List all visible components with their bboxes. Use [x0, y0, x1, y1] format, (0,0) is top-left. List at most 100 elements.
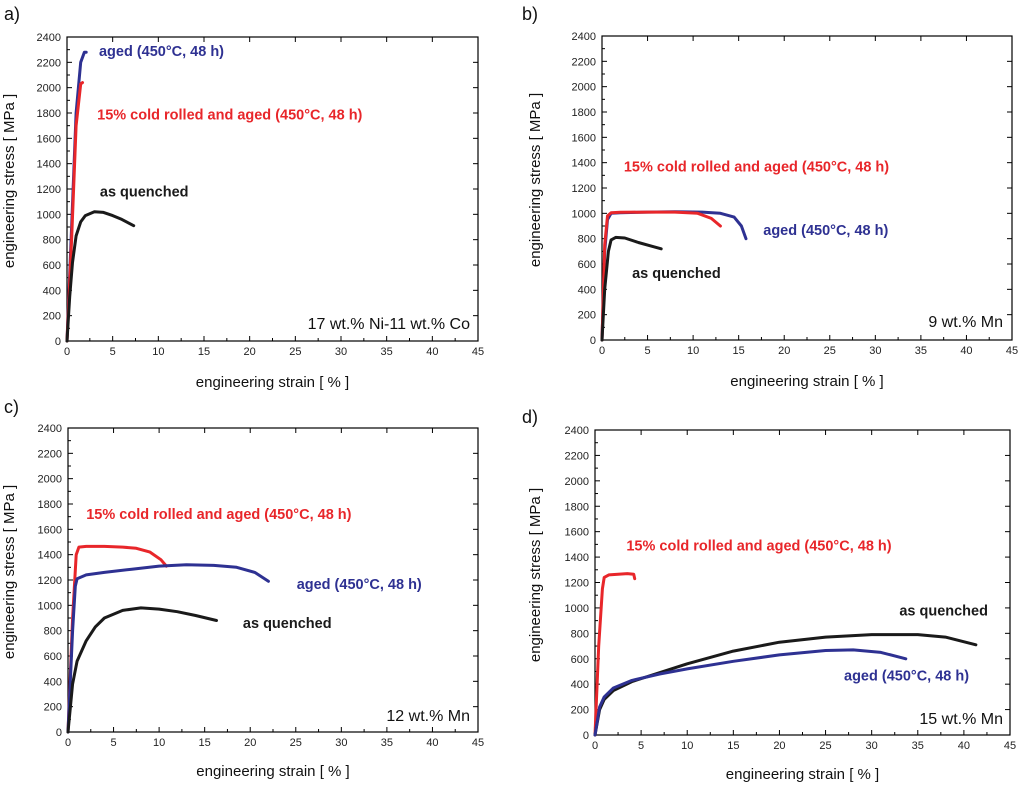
series-line-as-quenched	[600, 235, 663, 342]
y-tick-label: 0	[590, 335, 596, 347]
y-tick-label: 1600	[565, 527, 589, 539]
y-tick-label: 1800	[565, 501, 589, 513]
annotation-as-quenched: as quenched	[632, 266, 721, 282]
x-tick-label: 35	[381, 346, 393, 358]
y-tick-label: 1800	[38, 499, 62, 511]
annotation-cold-rolled: 15% cold rolled and aged (450°C, 48 h)	[624, 160, 889, 176]
x-tick-label: 40	[958, 740, 970, 752]
alloy-label: 12 wt.% Mn	[386, 708, 470, 725]
x-tick-label: 30	[866, 740, 878, 752]
y-tick-label: 800	[43, 235, 61, 247]
annotation-aged: aged (450°C, 48 h)	[844, 668, 969, 684]
y-tick-label: 800	[44, 626, 62, 638]
y-tick-label: 400	[43, 285, 61, 297]
x-tick-label: 0	[599, 345, 605, 357]
chart-panel-1: a) 0 5 10 15 20 25 30 35 40 45 0 200 400 600 800 1000 120…	[1, 4, 484, 391]
panel-letter: d)	[522, 407, 538, 427]
x-tick-label: 5	[644, 345, 650, 357]
annotation-aged: aged (450°C, 48 h)	[763, 223, 888, 239]
annotation-aged: aged (450°C, 48 h)	[297, 577, 422, 593]
y-tick-label: 1600	[38, 524, 62, 536]
x-tick-label: 0	[64, 346, 70, 358]
x-axis-label: engineering strain [ % ]	[726, 766, 879, 783]
x-tick-label: 45	[472, 346, 484, 358]
y-tick-label: 600	[43, 260, 61, 272]
x-tick-label: 45	[472, 737, 484, 749]
y-tick-label: 2400	[572, 31, 596, 43]
x-tick-label: 0	[592, 740, 598, 752]
x-tick-label: 20	[778, 345, 790, 357]
series-line-cold-rolled	[600, 210, 722, 342]
alloy-label: 15 wt.% Mn	[919, 711, 1003, 728]
y-tick-label: 0	[56, 727, 62, 739]
y-tick-label: 2400	[38, 423, 62, 435]
x-tick-label: 40	[426, 346, 438, 358]
x-tick-label: 35	[381, 737, 393, 749]
x-tick-label: 5	[110, 737, 116, 749]
x-tick-label: 40	[960, 345, 972, 357]
y-tick-label: 1200	[565, 578, 589, 590]
x-tick-label: 25	[289, 346, 301, 358]
x-tick-label: 20	[244, 737, 256, 749]
chart-panel-4: d) 0 5 10 15 20 25 30 35 40 45 0 200 400 600 800 1000 120…	[522, 407, 1016, 783]
y-axis-label: engineering stress [ MPa ]	[527, 93, 544, 267]
panel-letter: c)	[4, 397, 19, 417]
x-axis-label: engineering strain [ % ]	[196, 374, 349, 391]
annotation-aged: aged (450°C, 48 h)	[99, 44, 224, 60]
y-tick-label: 400	[571, 679, 589, 691]
series-line-as-quenched	[593, 633, 978, 737]
y-axis-label: engineering stress [ MPa ]	[1, 485, 18, 659]
panel-letter: a)	[4, 4, 20, 24]
y-tick-label: 600	[578, 259, 596, 271]
y-tick-label: 400	[44, 676, 62, 688]
y-tick-label: 2200	[37, 57, 61, 69]
x-tick-label: 10	[153, 737, 165, 749]
y-tick-label: 600	[44, 651, 62, 663]
y-tick-label: 200	[44, 702, 62, 714]
y-tick-label: 0	[55, 336, 61, 348]
x-tick-label: 15	[198, 346, 210, 358]
x-tick-label: 40	[426, 737, 438, 749]
plot-frame	[601, 35, 1013, 341]
x-tick-label: 20	[244, 346, 256, 358]
y-tick-label: 2400	[37, 32, 61, 44]
y-tick-label: 1000	[37, 209, 61, 221]
y-tick-label: 800	[578, 234, 596, 246]
x-tick-label: 35	[912, 740, 924, 752]
y-tick-label: 1000	[565, 603, 589, 615]
annotation-cold-rolled: 15% cold rolled and aged (450°C, 48 h)	[626, 539, 891, 555]
y-tick-label: 1200	[38, 575, 62, 587]
series-line-cold-rolled	[593, 572, 637, 737]
y-tick-label: 1200	[37, 184, 61, 196]
y-tick-label: 1800	[37, 108, 61, 120]
y-tick-label: 200	[571, 705, 589, 717]
y-tick-label: 2000	[37, 83, 61, 95]
x-tick-label: 30	[869, 345, 881, 357]
annotation-cold-rolled: 15% cold rolled and aged (450°C, 48 h)	[86, 507, 351, 523]
x-tick-label: 45	[1006, 345, 1018, 357]
y-tick-label: 1000	[572, 208, 596, 220]
y-axis-label: engineering stress [ MPa ]	[1, 94, 18, 268]
y-tick-label: 1400	[572, 158, 596, 170]
y-axis-label: engineering stress [ MPa ]	[527, 488, 544, 662]
x-tick-label: 10	[152, 346, 164, 358]
x-tick-label: 25	[290, 737, 302, 749]
y-tick-label: 2000	[565, 476, 589, 488]
annotation-as-quenched: as quenched	[899, 604, 988, 620]
y-tick-label: 1800	[572, 107, 596, 119]
y-tick-label: 800	[571, 628, 589, 640]
x-tick-label: 25	[819, 740, 831, 752]
annotation-as-quenched: as quenched	[100, 185, 189, 201]
x-tick-label: 25	[824, 345, 836, 357]
chart-panel-3: c) 0 5 10 15 20 25 30 35 40 45 0 200 400 600 800 1000 120…	[1, 397, 484, 780]
y-tick-label: 0	[583, 730, 589, 742]
series-line-as-quenched	[66, 606, 218, 734]
x-axis-label: engineering strain [ % ]	[730, 373, 883, 390]
x-tick-label: 5	[638, 740, 644, 752]
y-tick-label: 2000	[38, 474, 62, 486]
y-tick-label: 1200	[572, 183, 596, 195]
x-axis-label: engineering strain [ % ]	[196, 763, 349, 780]
y-tick-label: 200	[43, 311, 61, 323]
y-tick-label: 2200	[572, 56, 596, 68]
